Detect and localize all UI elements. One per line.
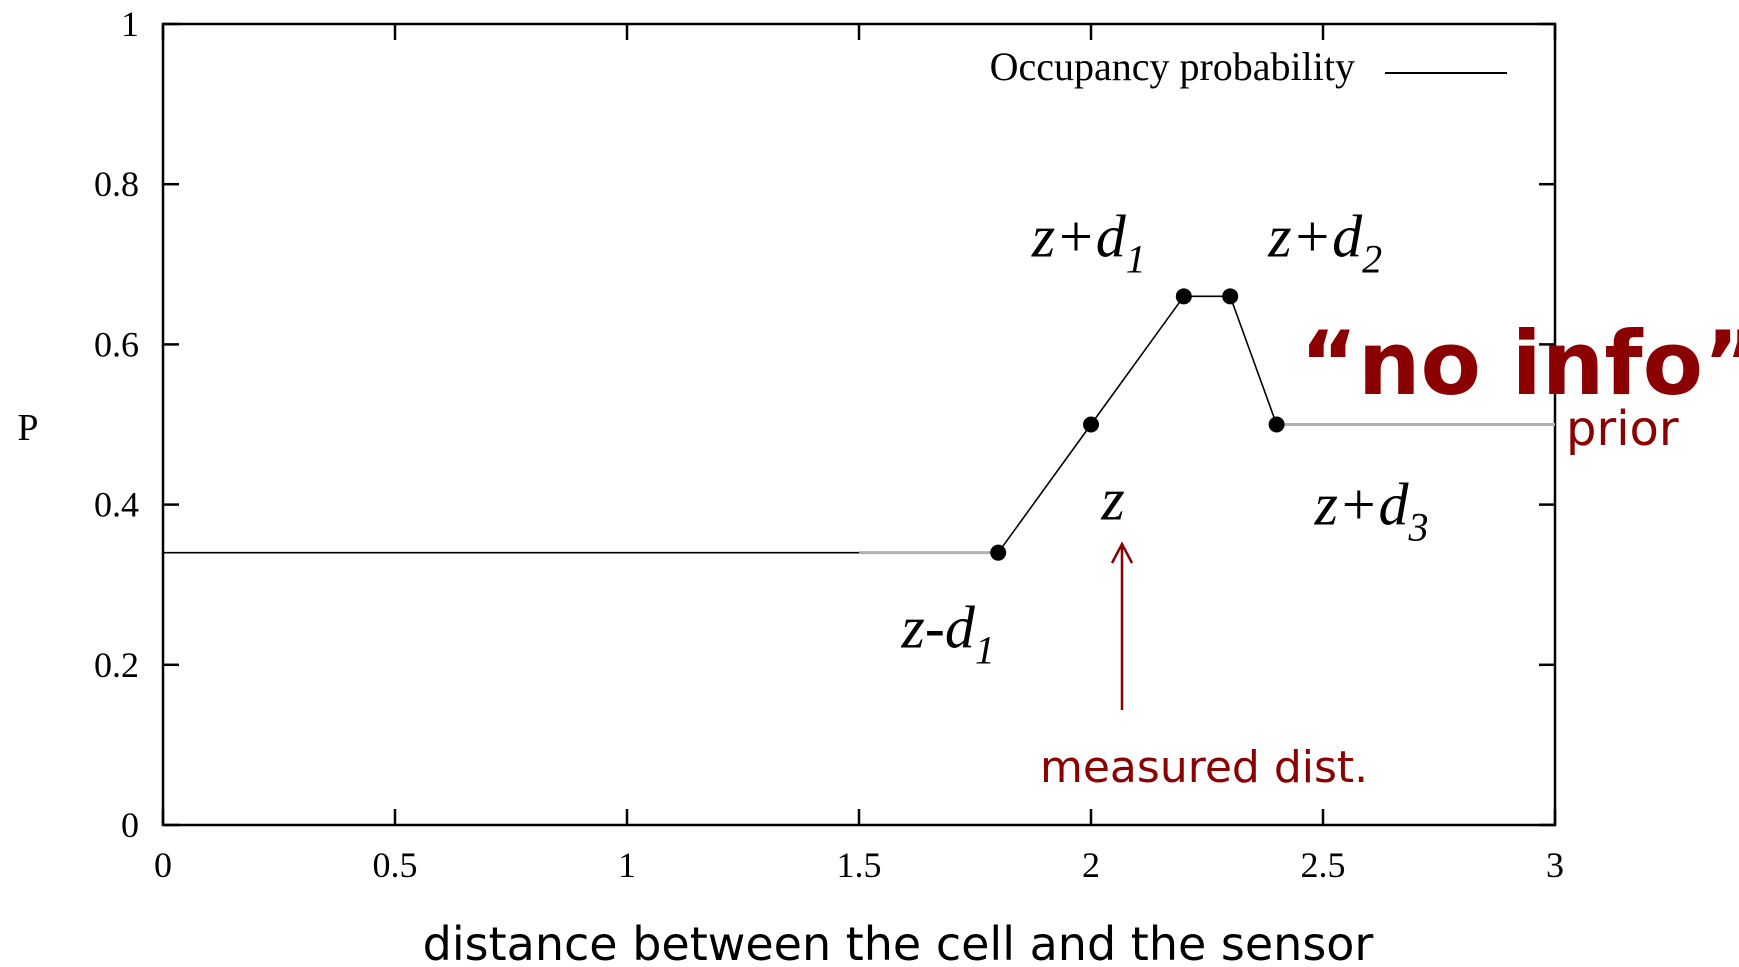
y-tick-label: 0.8 <box>94 164 139 204</box>
series-layer <box>163 295 1555 555</box>
x-tick-label: 0.5 <box>373 845 418 885</box>
y-axis-label: P <box>17 407 38 449</box>
series-segment <box>1090 295 1185 425</box>
x-tick-label: 1.5 <box>837 845 882 885</box>
x-tick-label: 3 <box>1546 845 1564 885</box>
y-tick-label: 0.4 <box>94 485 139 525</box>
prior-annotation: prior <box>1566 401 1679 457</box>
x-tick-label: 2 <box>1082 845 1100 885</box>
point-label: z+d1 <box>1031 203 1146 281</box>
data-point <box>1175 288 1192 305</box>
measured-dist-annotation: measured dist. <box>1040 742 1368 793</box>
point-label: z <box>1100 467 1124 533</box>
axis-ticks: 0 0.5 1 1.5 2 2.5 3 0 0.2 0.4 0.6 0.8 1 <box>94 4 1564 885</box>
point-label: z+d2 <box>1267 203 1382 281</box>
y-tick-label: 1 <box>121 4 139 44</box>
series-segment <box>997 424 1092 554</box>
data-point <box>1268 416 1285 433</box>
legend-label: Occupancy probability <box>990 44 1355 89</box>
x-tick-label: 0 <box>154 845 172 885</box>
data-point <box>1083 416 1099 433</box>
series-segment <box>1229 296 1278 425</box>
data-point <box>1222 288 1239 305</box>
y-tick-label: 0.6 <box>94 324 139 364</box>
point-label: z+d3 <box>1314 472 1429 550</box>
y-tick-label: 0 <box>121 805 139 845</box>
data-point <box>990 544 1007 561</box>
x-axis-label: distance between the cell and the sensor <box>423 917 1374 967</box>
point-labels: z-d1 z z+d1 z+d2 z+d3 <box>901 203 1429 672</box>
x-tick-label: 1 <box>618 845 636 885</box>
point-label: z-d1 <box>901 595 995 673</box>
x-tick-label: 2.5 <box>1301 845 1346 885</box>
y-tick-label: 0.2 <box>94 645 139 685</box>
no-info-annotation: “no info” <box>1300 312 1739 415</box>
point-markers <box>990 288 1285 561</box>
measured-arrow-head <box>1110 541 1134 564</box>
